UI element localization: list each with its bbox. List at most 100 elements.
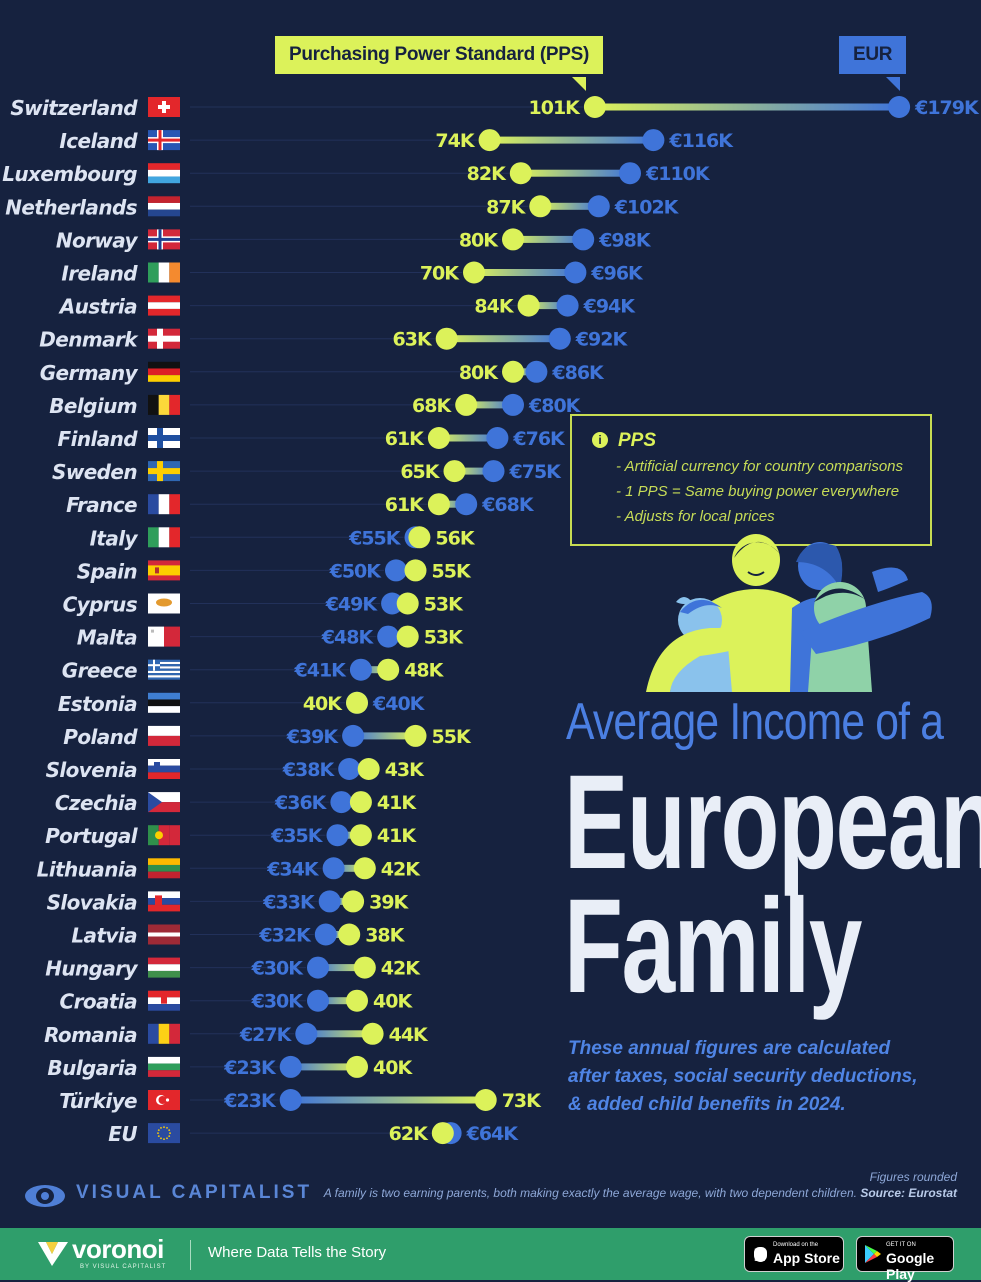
flag-icon-lv [148,924,180,945]
flag-stripe [148,1063,180,1071]
flag-emblem [155,567,159,574]
flag-field [148,1123,180,1144]
country-label: Bulgaria [47,1056,137,1080]
chart-row: Germany 80K €86K [40,360,606,385]
chart-row: Czechia €36K 41K [55,791,418,815]
flag-stripe [148,1023,159,1044]
eur-dot [322,857,345,880]
connector-bar [290,1096,486,1104]
flag-stripe [148,706,180,713]
voronoi-subtext: BY VISUAL CAPITALIST [80,1264,167,1270]
connector-bar [306,1030,373,1038]
flag-stripe [148,1056,180,1064]
chart-row: EU 62K €64K [108,1122,520,1146]
pps-dot [435,327,458,350]
pps-value-label: 80K [459,362,499,384]
eur-value-label: €27K [239,1024,293,1046]
pps-value-label: 84K [474,296,514,318]
country-label: Slovakia [47,890,137,914]
pps-dot [346,691,368,714]
pps-value-label: 39K [369,891,409,913]
flag-stripe [148,209,180,217]
pps-dot [478,129,501,152]
flag-stripe [148,858,180,865]
eur-value-label: €30K [251,991,305,1013]
flag-stripe [148,626,164,647]
country-label: Czechia [55,791,137,815]
subtitle-line-1: These annual figures are calculated [568,1038,891,1059]
flag-stripe [158,262,170,283]
flag-stripe [148,308,180,316]
flag-cross-h-inner [148,138,180,142]
flag-emblem [161,995,167,1004]
eur-value-label: €50K [329,560,383,582]
eur-value-label: €41K [294,660,348,682]
pps-dot [529,195,552,218]
pps-dot [353,956,376,979]
flag-icon-lu [148,163,180,184]
connector-bar [474,269,576,276]
flag-stripe [148,802,180,813]
flag-stripe [148,904,180,912]
flag-icon-ro [148,1023,180,1044]
chart-row: France 61K €68K [66,493,536,517]
flag-stripe [148,361,180,369]
pps-dot [455,393,478,416]
pps-dot [357,758,380,780]
flag-stripe [169,825,180,846]
flag-icon-fi [148,428,180,448]
flag-stripe [148,202,180,210]
country-label: Cyprus [63,593,138,617]
flag-stripe [148,692,180,700]
flag-stripe [148,196,180,203]
google-play-button[interactable]: GET IT ON Google Play [856,1236,954,1282]
connector-bar [466,401,513,409]
pps-value-label: 48K [404,660,444,682]
flag-icon-mt [148,626,180,647]
pps-dot [404,724,427,747]
infographic: Purchasing Power Standard (PPS) EUR Swit… [2,36,981,1208]
flag-stripe [148,176,180,184]
pps-value-label: 70K [420,263,460,285]
connector-bar [594,103,900,111]
flag-icon-dk [148,328,180,349]
voronoi-wordmark[interactable]: voronoi [72,1234,164,1264]
pps-dot [361,1022,384,1045]
app-store-small-text: Download on the [773,1242,819,1248]
eur-dot [564,261,587,284]
info-line-3: - Adjusts for local prices [616,508,775,525]
connector-bar [454,467,494,475]
app-store-button[interactable]:  Download on the App Store [744,1236,844,1272]
eur-value-label: €34K [266,858,320,880]
flag-stripe [148,735,180,746]
pps-value-label: 68K [412,395,452,417]
flag-stripe [148,666,180,669]
pps-dot [502,360,524,383]
eur-value-label: €49K [325,594,379,616]
eur-value-label: €179K [914,97,980,119]
connector-bar [318,964,365,972]
chart-row: Slovakia €33K 39K [47,890,411,914]
info-box-title: PPS [618,430,657,451]
flag-stripe [148,957,180,965]
flag-stripe [158,825,170,846]
chart-row: Finland 61K €76K [58,427,567,451]
flag-stripe [169,394,180,415]
flag-stripe [148,871,180,879]
visual-capitalist-logo[interactable]: VISUAL CAPITALIST [24,1178,312,1208]
pps-info-box: i PPS - Artificial currency for country … [570,414,932,546]
flag-icon-pt [148,825,180,846]
flag-icon-nl [148,196,180,217]
eur-dot [307,956,329,979]
flag-cross-h [148,435,180,441]
flag-icon-ie [148,262,180,283]
chart-row: Spain €50K 55K [77,559,473,583]
flag-stripe [148,262,159,283]
eur-dot [279,1089,302,1111]
chart-row: Sweden 65K €75K [52,460,563,484]
subtitle-line-2: after taxes, social security deductions, [568,1066,918,1087]
flag-island [156,598,172,607]
flag-star [160,1137,162,1140]
pps-dot [474,1089,497,1111]
flag-stripe [148,673,180,676]
